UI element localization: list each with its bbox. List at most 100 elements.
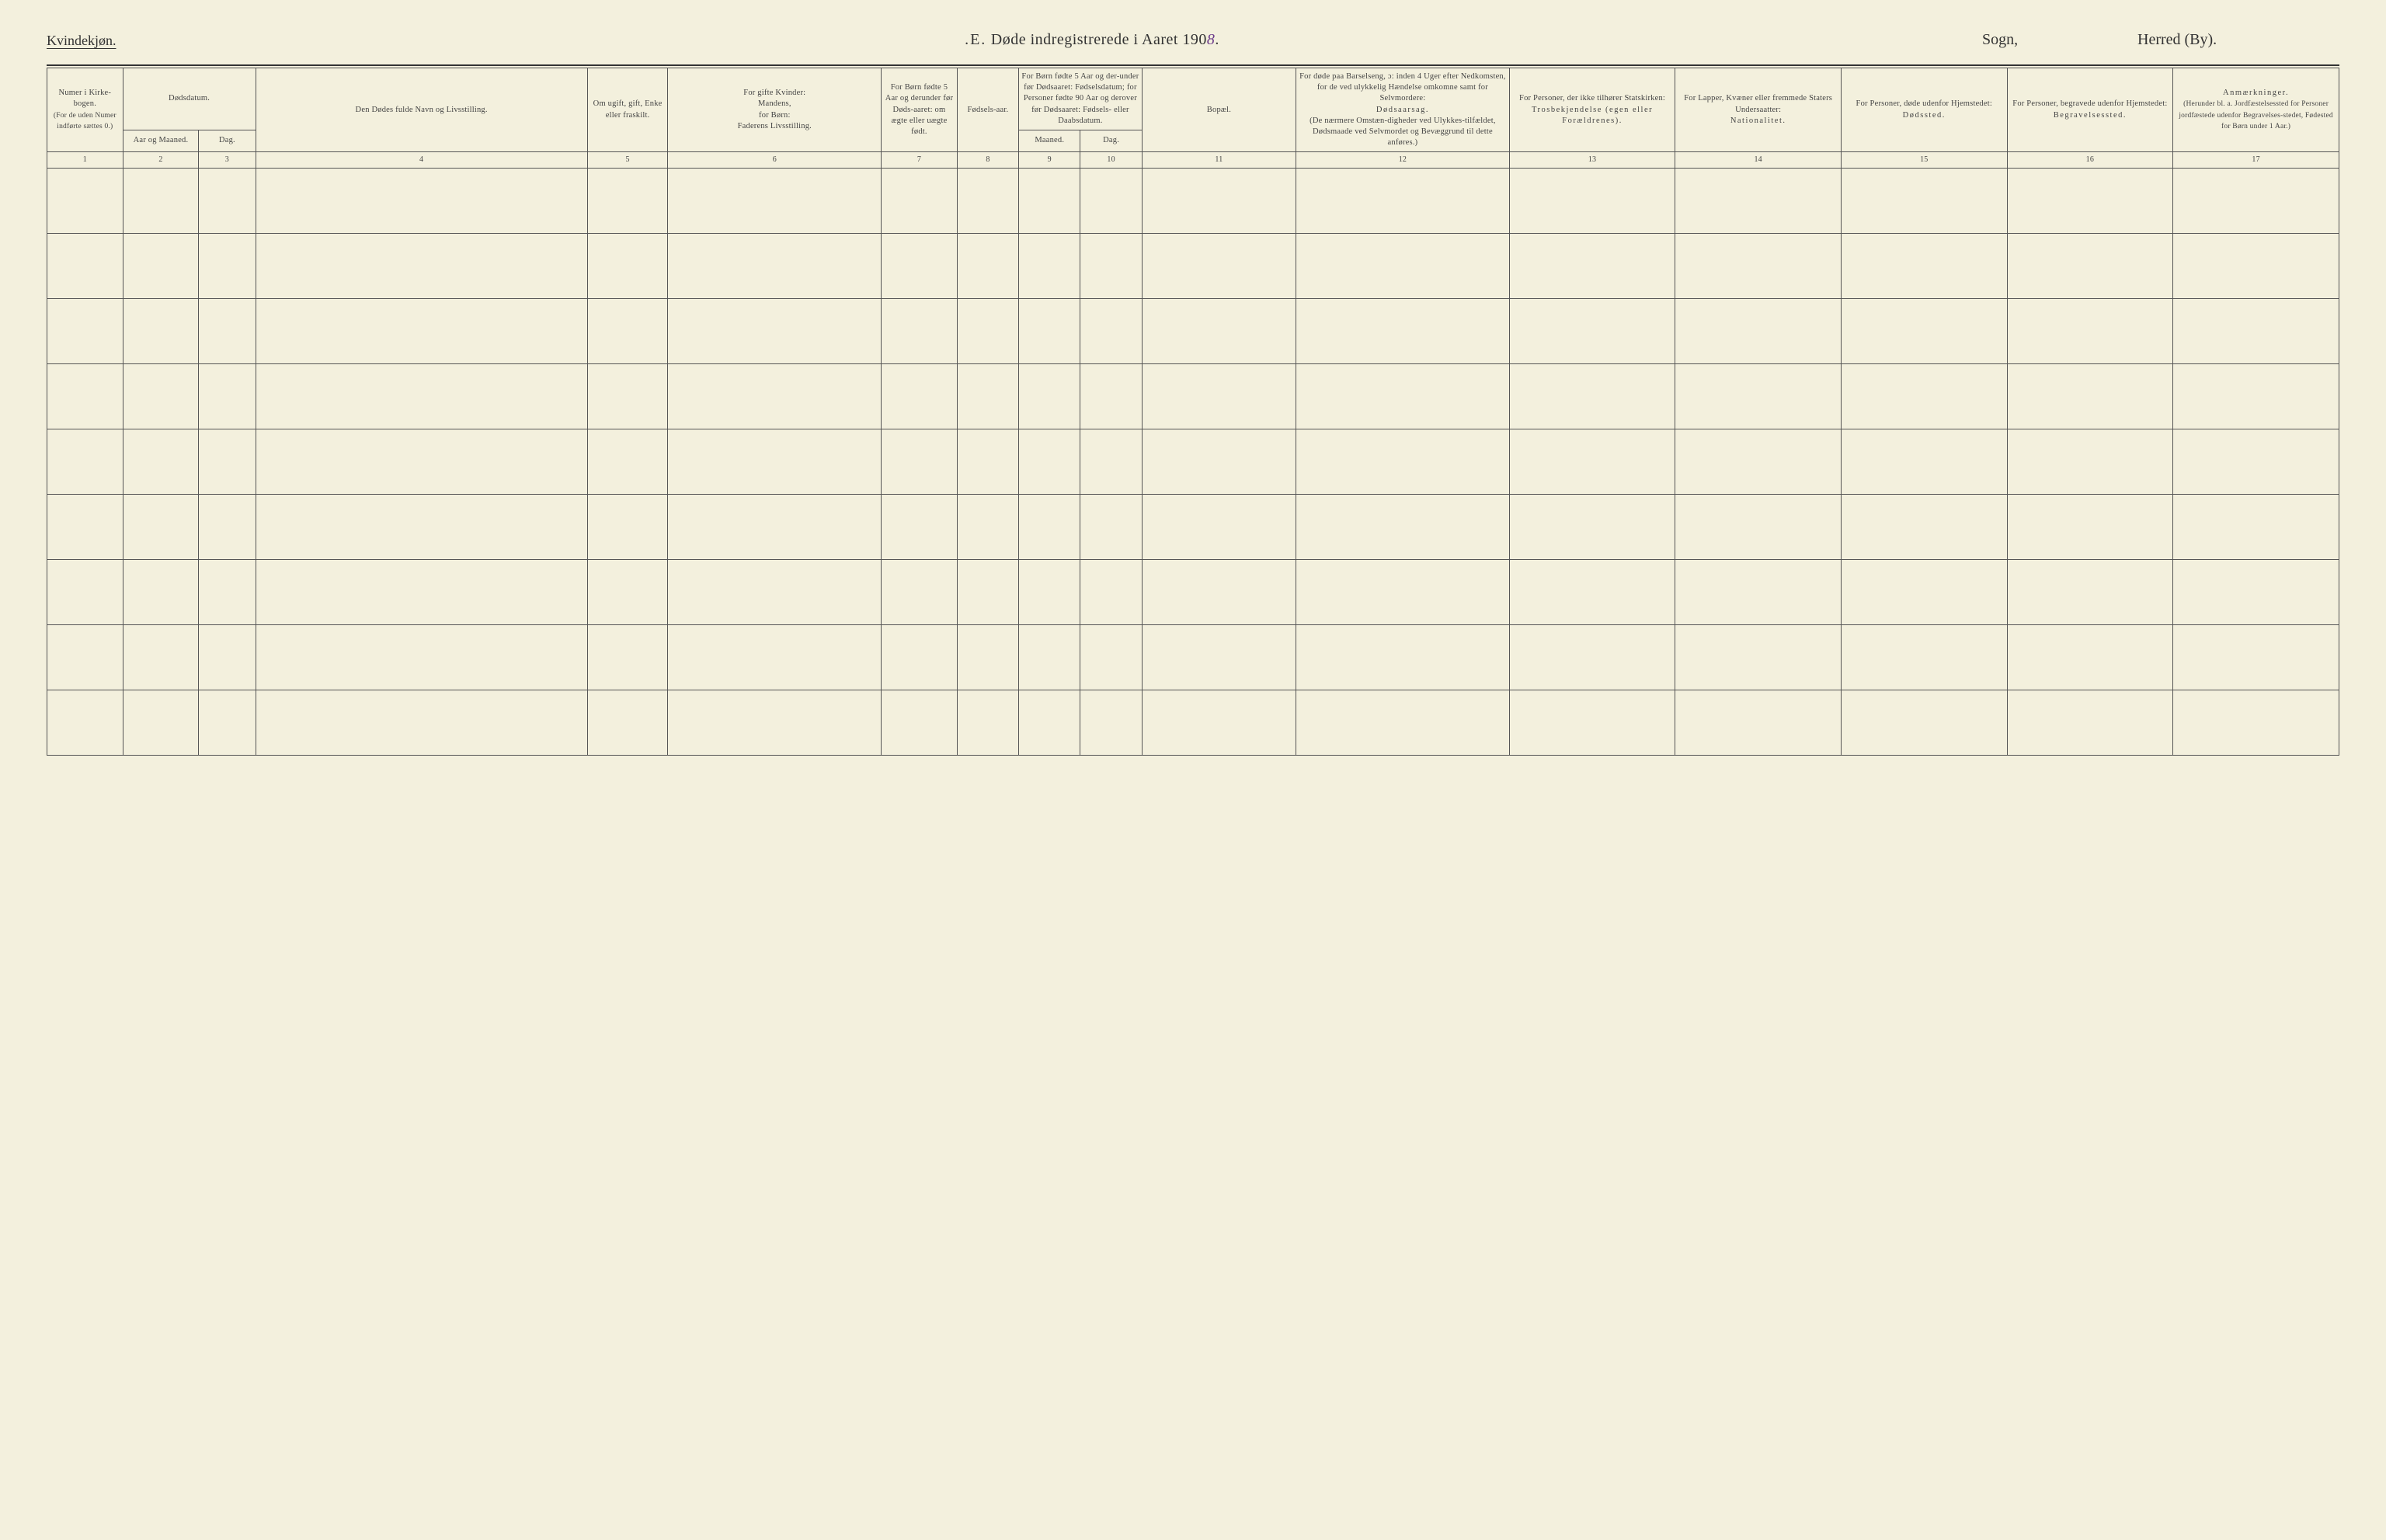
col-header-9-sub: Maaned. [1019,130,1080,151]
table-cell [2007,624,2173,690]
colnum: 8 [957,152,1018,169]
table-cell [668,233,882,298]
table-cell [47,168,123,233]
table-cell [47,624,123,690]
table-cell [47,363,123,429]
colnum: 3 [199,152,256,169]
table-cell [2007,559,2173,624]
table-cell [256,363,587,429]
table-cell [668,168,882,233]
c16-top: For Personer, begravede udenfor Hjemsted… [2012,99,2167,108]
table-cell [2173,298,2339,363]
table-cell [1019,168,1080,233]
table-cell [1142,690,1296,755]
table-cell [1019,363,1080,429]
col-header-6: For gifte Kvinder: Mandens, for Børn: Fa… [668,68,882,152]
c12-top: For døde paa Barselseng, ɔ: inden 4 Uger… [1299,72,1506,103]
header-underline [47,64,2339,66]
c14-top: For Lapper, Kvæner eller fremmede Stater… [1684,94,1832,113]
sogn-label: Sogn, [1982,31,2122,49]
table-cell [2173,559,2339,624]
table-cell [668,429,882,494]
table-cell [1675,624,1842,690]
table-cell [123,559,199,624]
table-cell [587,624,668,690]
table-cell [668,624,882,690]
table-cell [1296,233,1510,298]
table-cell [1019,624,1080,690]
table-cell [2007,494,2173,559]
colnum: 7 [882,152,958,169]
table-cell [47,429,123,494]
table-cell [1142,363,1296,429]
gender-label: Kvindekjøn. [47,33,202,49]
table-row [47,690,2339,755]
col-header-3-sub: Dag. [199,130,256,151]
table-cell [2173,494,2339,559]
table-cell [957,363,1018,429]
table-cell [123,233,199,298]
table-cell [2173,690,2339,755]
c6-top: For gifte Kvinder: [743,89,805,97]
table-cell [1296,363,1510,429]
table-cell [587,298,668,363]
col-header-16: For Personer, begravede udenfor Hjemsted… [2007,68,2173,152]
table-cell [1080,298,1142,363]
table-cell [1080,494,1142,559]
table-cell [199,624,256,690]
table-cell [668,559,882,624]
table-cell [668,363,882,429]
table-cell [1509,168,1675,233]
col-header-11: Bopæl. [1142,68,1296,152]
table-cell [1080,429,1142,494]
title-period: . [1215,31,1219,48]
table-cell [1509,494,1675,559]
col-header-1: Numer i Kirke-bogen. (For de uden Numer … [47,68,123,152]
table-cell [256,559,587,624]
c14-bot: Nationalitet. [1730,116,1786,125]
table-cell [2173,233,2339,298]
table-cell [2007,168,2173,233]
table-cell [123,363,199,429]
col-header-12: For døde paa Barselseng, ɔ: inden 4 Uger… [1296,68,1510,152]
c15-top: For Personer, døde udenfor Hjemstedet: [1856,99,1992,108]
table-cell [123,429,199,494]
col-header-13: For Personer, der ikke tilhører Statskir… [1509,68,1675,152]
table-cell [1509,690,1675,755]
col-header-7: For Børn fødte 5 Aar og derunder før Død… [882,68,958,152]
table-cell [1080,559,1142,624]
page-header: Kvindekjøn. .E. Døde indregistrerede i A… [47,31,2339,49]
table-cell [1296,494,1510,559]
table-cell [1142,298,1296,363]
table-cell [1142,233,1296,298]
table-cell [47,298,123,363]
c1-bot: (For de uden Numer indførte sættes 0.) [54,112,117,130]
table-cell [1019,298,1080,363]
col-header-2-dod: Dødsdatum. [123,68,256,130]
table-cell [123,690,199,755]
table-cell [882,624,958,690]
colnum: 11 [1142,152,1296,169]
table-cell [199,559,256,624]
table-cell [123,624,199,690]
c17-bot: (Herunder bl. a. Jordfæstelsessted for P… [2179,100,2333,130]
table-cell [1675,429,1842,494]
table-cell [1296,298,1510,363]
colnum: 4 [256,152,587,169]
table-cell [1509,429,1675,494]
table-cell [882,298,958,363]
table-cell [199,363,256,429]
table-cell [587,690,668,755]
table-cell [957,690,1018,755]
table-cell [587,168,668,233]
table-cell [1019,429,1080,494]
table-row [47,363,2339,429]
table-cell [2173,624,2339,690]
table-cell [668,298,882,363]
table-cell [199,494,256,559]
table-cell [1296,690,1510,755]
table-cell [199,690,256,755]
table-cell [882,559,958,624]
colnum: 5 [587,152,668,169]
table-cell [256,168,587,233]
